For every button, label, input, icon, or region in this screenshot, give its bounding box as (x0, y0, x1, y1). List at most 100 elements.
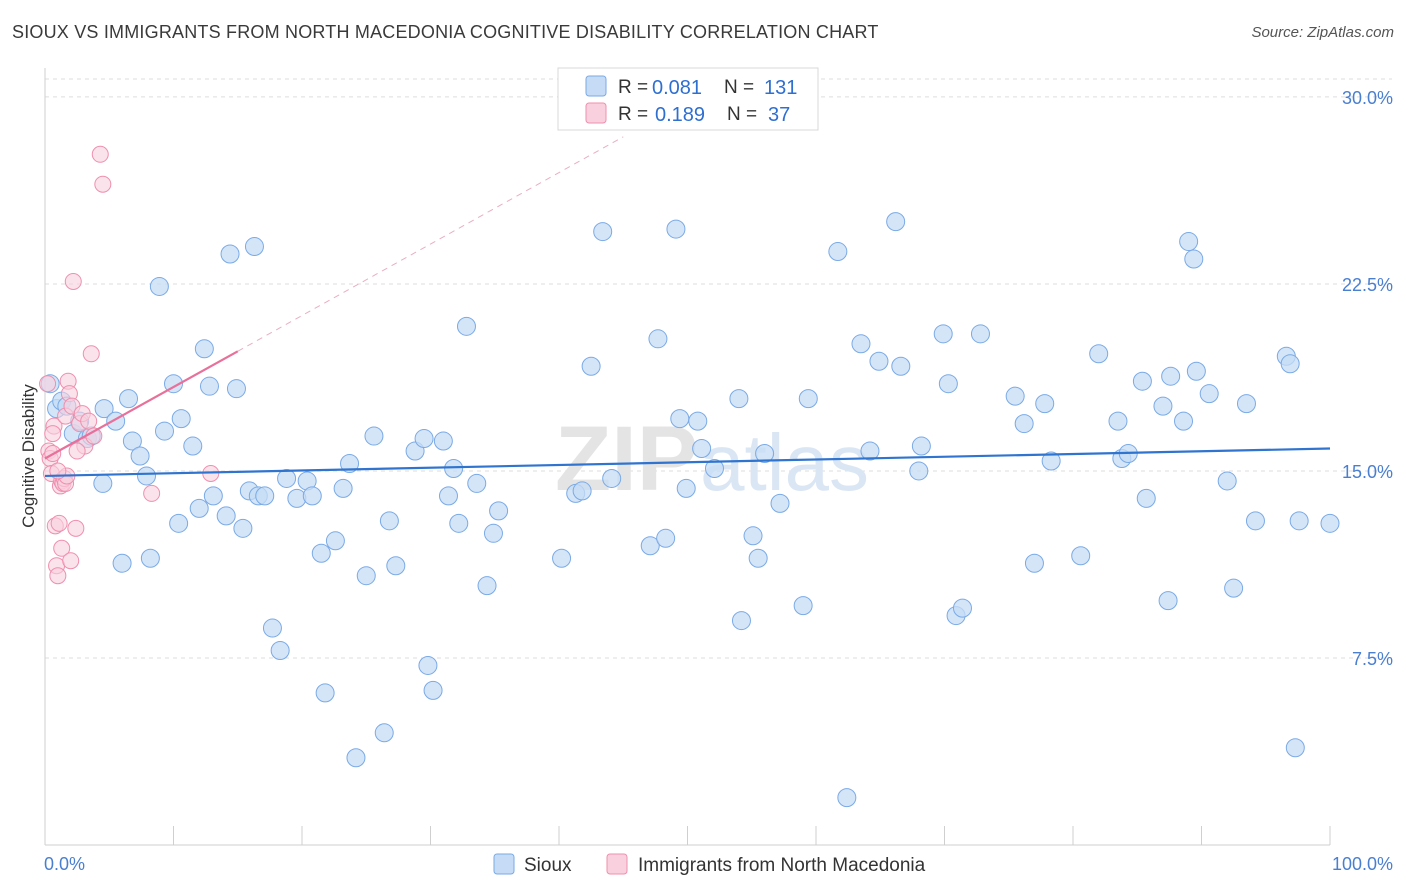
sioux-point (1014, 414, 1034, 434)
watermark-atlas: atlas (700, 418, 869, 507)
sioux-point (1320, 513, 1340, 533)
sioux-point (183, 436, 203, 456)
sioux-point (1132, 371, 1152, 391)
y-axis-title: Cognitive Disability (19, 384, 38, 528)
x-tick-label-min: 0.0% (44, 854, 85, 874)
sioux-point (489, 501, 509, 521)
sioux-point (374, 723, 394, 743)
sioux-point (755, 444, 775, 464)
y-tick-labels: 7.5% 15.0% 22.5% 30.0% (1342, 88, 1393, 669)
sioux-point (467, 473, 487, 493)
sioux-point (729, 389, 749, 409)
nm-point (49, 567, 67, 585)
trend-lines (44, 136, 1331, 478)
legend-r-label-nm: R = (618, 104, 648, 125)
legend-stats: R = 0.081 N = 131 R = 0.189 N = 37 (557, 67, 819, 131)
legend-n-value-nm: 37 (768, 104, 790, 126)
sioux-trend-line (44, 447, 1331, 478)
legend-label-sioux: Sioux (524, 855, 572, 876)
sioux-point (1179, 232, 1199, 252)
nm-point (94, 175, 112, 193)
nm-point (143, 484, 161, 502)
sioux-point (602, 468, 622, 488)
nm-point (67, 519, 85, 537)
sioux-point (414, 429, 434, 449)
legend-swatch-sioux (493, 853, 515, 875)
sioux-point (909, 461, 929, 481)
x-tick-label-max: 100.0% (1332, 854, 1393, 874)
legend-stats-swatch-sioux (585, 75, 607, 97)
sioux-point (1089, 344, 1109, 364)
sioux-point (1071, 546, 1091, 566)
nm-point (50, 514, 68, 532)
sioux-point (444, 458, 464, 478)
sioux-point (244, 237, 264, 257)
sioux-point (1108, 411, 1128, 431)
sioux-point (692, 439, 712, 459)
chart-title: SIOUX VS IMMIGRANTS FROM NORTH MACEDONIA… (12, 22, 879, 42)
sioux-point (676, 478, 696, 498)
sioux-point (171, 409, 191, 429)
nm-trend-extension (237, 136, 624, 352)
sioux-point (860, 441, 880, 461)
sioux-point (346, 748, 366, 768)
legend: Sioux Immigrants from North Macedonia (493, 853, 926, 876)
legend-stats-swatch-nm (585, 102, 607, 124)
sioux-point (743, 526, 763, 546)
legend-r-value-sioux: 0.081 (652, 77, 702, 99)
nm-point (91, 145, 109, 163)
sioux-point (572, 481, 592, 501)
sioux-point (356, 566, 376, 586)
sioux-point (1280, 354, 1300, 374)
sioux-point (552, 548, 572, 568)
sioux-point (302, 486, 322, 506)
sioux-point (364, 426, 384, 446)
sioux-point (333, 478, 353, 498)
y-tick-label: 30.0% (1342, 88, 1393, 108)
sioux-point (938, 374, 958, 394)
sioux-point (233, 518, 253, 538)
sioux-point (731, 611, 751, 631)
sioux-point (1186, 361, 1206, 381)
sioux-point (122, 431, 142, 451)
sioux-point (140, 548, 160, 568)
sioux-point (483, 523, 503, 543)
legend-n-value-sioux: 131 (764, 77, 797, 99)
sioux-point (656, 528, 676, 548)
sioux-point (748, 548, 768, 568)
sioux-point (433, 431, 453, 451)
sioux-point (770, 493, 790, 513)
sioux-point (793, 596, 813, 616)
sioux-point (137, 466, 157, 486)
sioux-point (952, 598, 972, 618)
sioux-point (933, 324, 953, 344)
data-points (39, 145, 1340, 808)
sioux-point (648, 329, 668, 349)
sioux-point (581, 356, 601, 376)
sioux-point (1245, 511, 1265, 531)
sioux-point (1136, 488, 1156, 508)
nm-point (62, 552, 80, 570)
sioux-point (277, 468, 297, 488)
x-tick-labels: 0.0% 100.0% (44, 854, 1393, 874)
sioux-point (220, 244, 240, 264)
sioux-point (1217, 471, 1237, 491)
sioux-point (640, 536, 660, 556)
sioux-point (1161, 366, 1181, 386)
sioux-point (164, 374, 183, 394)
sioux-point (216, 506, 236, 526)
sioux-point (670, 409, 690, 429)
sioux-point (423, 680, 443, 700)
nm-point (64, 272, 82, 290)
legend-r-label-sioux: R = (618, 77, 648, 98)
sioux-point (325, 531, 345, 551)
sioux-point (112, 553, 132, 573)
y-tick-label: 7.5% (1352, 649, 1393, 669)
sioux-point (199, 376, 219, 396)
legend-n-label-sioux: N = (724, 77, 754, 98)
sioux-point (340, 453, 360, 473)
sioux-point (418, 655, 438, 675)
sioux-point (386, 556, 406, 576)
sioux-point (203, 486, 223, 506)
